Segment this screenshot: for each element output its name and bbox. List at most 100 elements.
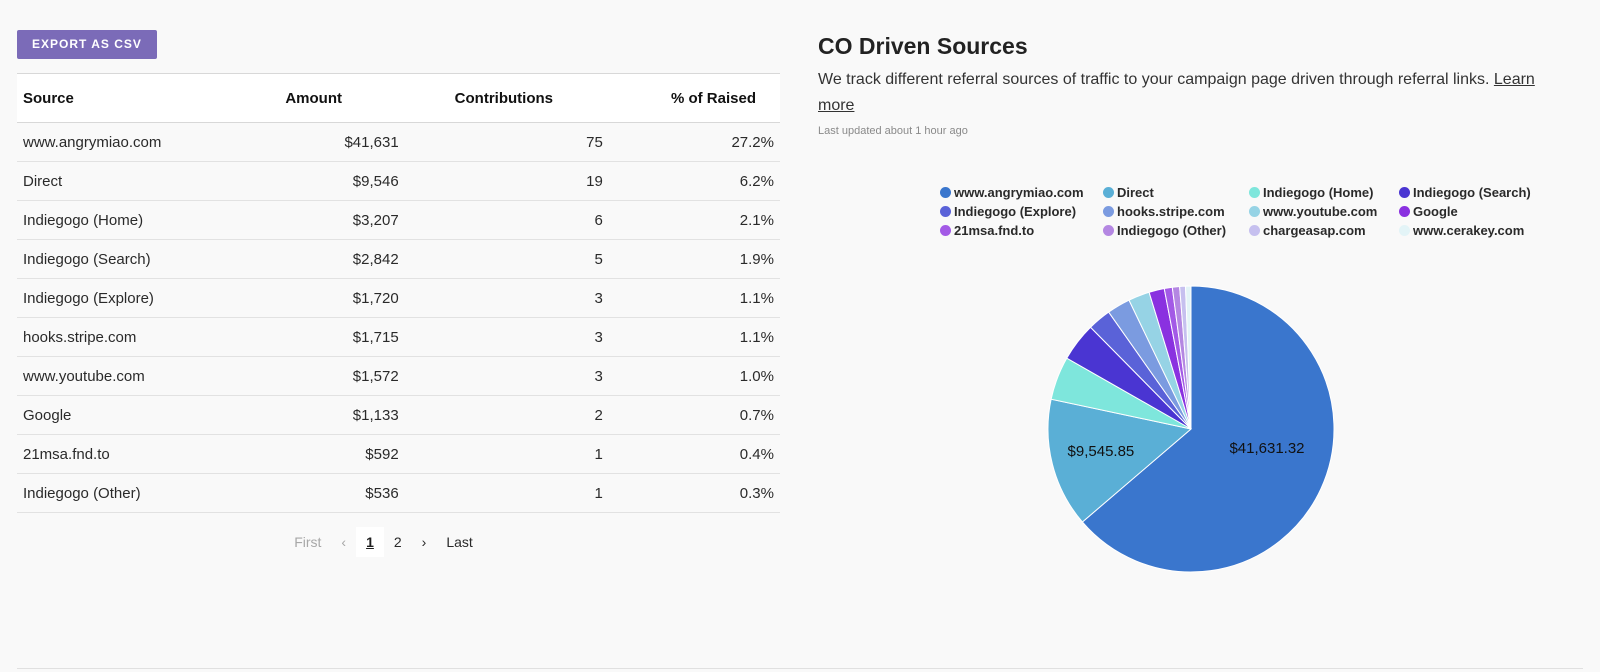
export-csv-button[interactable]: EXPORT AS CSV [17,30,157,59]
legend-item[interactable]: www.cerakey.com [1399,222,1549,238]
legend-item[interactable]: Indiegogo (Other) [1103,222,1249,238]
table-header-row: Source Amount Contributions % of Raised [17,73,780,123]
pagination-page-1[interactable]: 1 [356,527,384,557]
pie-slice[interactable] [1047,398,1193,523]
legend-swatch [940,224,951,236]
header-pct-raised[interactable]: % of Raised [670,89,756,107]
header-contributions[interactable]: Contributions [454,89,553,107]
cell-source: Indiegogo (Search) [17,239,250,279]
cell-pct-raised: 0.7% [608,395,780,435]
legend-item[interactable]: Google [1399,203,1549,219]
cell-amount: $1,715 [249,317,405,357]
table-body: www.angrymiao.com $41,631 75 27.2% Direct $9,… [17,122,780,513]
cell-source: Indiegogo (Explore) [17,278,250,318]
legend-label: Google [1413,203,1458,219]
legend-swatch [940,205,951,217]
legend-item[interactable]: Direct [1103,184,1249,200]
cell-contributions: 2 [404,395,609,435]
legend-item[interactable]: Indiegogo (Search) [1399,184,1549,200]
sources-table-panel: EXPORT AS CSV Source Amount Contribution… [17,30,780,557]
cell-source: www.angrymiao.com [17,122,250,162]
header-source[interactable]: Source [23,89,74,107]
legend-label: www.cerakey.com [1413,222,1525,238]
pagination-first[interactable]: First [294,534,322,550]
pie-data-label: $9,545.85 [1068,443,1135,460]
pie-data-label: $41,631.32 [1229,440,1304,457]
table-row: Indiegogo (Other) $536 1 0.3% [17,473,780,513]
cell-pct-raised: 2.1% [608,200,780,240]
chart-legend: www.angrymiao.com Direct Indiegogo (Home) I… [940,184,1560,238]
cell-contributions: 3 [404,278,609,318]
pagination-page-2[interactable]: 2 [393,534,402,550]
table-row: Indiegogo (Search) $2,842 5 1.9% [17,239,780,279]
legend-label: hooks.stripe.com [1117,203,1225,219]
table-row: Google $1,133 2 0.7% [17,395,780,435]
legend-swatch [1249,224,1260,236]
pagination-next[interactable]: › [421,534,427,550]
cell-contributions: 1 [404,434,609,474]
legend-item[interactable]: www.youtube.com [1249,203,1399,219]
last-updated-text: Last updated about 1 hour ago [818,125,968,137]
cell-source: Google [17,395,250,435]
legend-item[interactable]: chargeasap.com [1249,222,1399,238]
legend-item[interactable]: Indiegogo (Explore) [940,203,1103,219]
legend-label: Indiegogo (Explore) [954,203,1077,219]
table-row: Indiegogo (Home) $3,207 6 2.1% [17,200,780,240]
legend-item[interactable]: www.angrymiao.com [940,184,1103,200]
sources-table: Source Amount Contributions % of Raised … [17,73,780,513]
cell-pct-raised: 27.2% [608,122,780,162]
pie-chart: $41,631.32 $9,545.85 [1047,285,1335,573]
cell-contributions: 19 [404,161,609,201]
legend-swatch [1249,205,1260,217]
legend-swatch [1103,186,1114,198]
cell-amount: $3,207 [249,200,405,240]
pagination: First ‹ 1 2 › Last [17,527,780,557]
cell-pct-raised: 0.3% [608,473,780,513]
legend-item[interactable]: 21msa.fnd.to [940,222,1103,238]
cell-amount: $1,572 [249,356,405,396]
cell-amount: $536 [249,473,405,513]
cell-contributions: 3 [404,356,609,396]
cell-source: Indiegogo (Other) [17,473,250,513]
table-row: Indiegogo (Explore) $1,720 3 1.1% [17,278,780,318]
pie-slice[interactable] [1081,285,1335,573]
cell-contributions: 6 [404,200,609,240]
pie-slice[interactable] [1184,285,1192,430]
cell-source: www.youtube.com [17,356,250,396]
legend-swatch [1103,224,1114,236]
table-row: www.angrymiao.com $41,631 75 27.2% [17,122,780,162]
cell-source: Direct [17,161,250,201]
legend-label: www.angrymiao.com [954,184,1084,200]
legend-swatch [940,186,951,198]
cell-pct-raised: 1.9% [608,239,780,279]
legend-item[interactable]: Indiegogo (Home) [1249,184,1399,200]
legend-swatch [1399,224,1410,236]
legend-swatch [1103,205,1114,217]
learn-more-link[interactable]: Learn more [818,71,1535,114]
cell-source: 21msa.fnd.to [17,434,250,474]
cell-amount: $1,133 [249,395,405,435]
table-row: www.youtube.com $1,572 3 1.0% [17,356,780,396]
cell-pct-raised: 1.1% [608,278,780,318]
pagination-prev[interactable]: ‹ [341,534,347,550]
cell-amount: $1,720 [249,278,405,318]
panel-description: We track different referral sources of t… [818,67,1558,119]
pagination-last[interactable]: Last [446,534,473,550]
legend-label: Indiegogo (Search) [1413,184,1531,200]
panel-description-text: We track different referral sources of t… [818,71,1490,88]
legend-swatch [1399,186,1410,198]
header-amount[interactable]: Amount [285,89,342,107]
panel-title: CO Driven Sources [818,33,1028,59]
table-row: hooks.stripe.com $1,715 3 1.1% [17,317,780,357]
legend-label: www.youtube.com [1263,203,1378,219]
table-row: Direct $9,546 19 6.2% [17,161,780,201]
bottom-divider [17,668,1583,669]
cell-contributions: 1 [404,473,609,513]
cell-source: Indiegogo (Home) [17,200,250,240]
table-row: 21msa.fnd.to $592 1 0.4% [17,434,780,474]
legend-label: Indiegogo (Other) [1117,222,1227,238]
cell-contributions: 5 [404,239,609,279]
legend-item[interactable]: hooks.stripe.com [1103,203,1249,219]
cell-amount: $9,546 [249,161,405,201]
